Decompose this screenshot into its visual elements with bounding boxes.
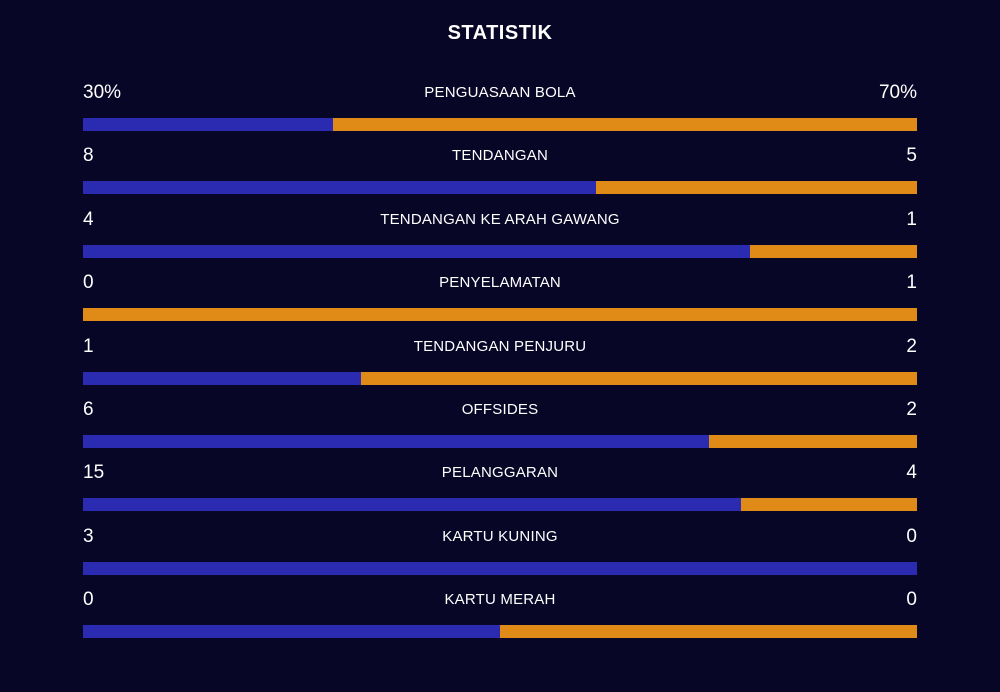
home-bar-fill: [83, 625, 500, 638]
stat-row-red-cards: 0 KARTU MERAH 0: [83, 587, 917, 647]
stat-label: TENDANGAN PENJURU: [413, 338, 587, 355]
home-value: 8: [83, 145, 94, 166]
stat-row-offsides: 6 OFFSIDES 2: [83, 397, 917, 457]
comparison-bar: [83, 181, 917, 194]
stat-label: PELANGGARAN: [441, 464, 559, 481]
away-bar-fill: [741, 498, 917, 511]
home-bar-fill: [83, 562, 917, 575]
comparison-bar: [83, 625, 917, 638]
home-value: 15: [83, 462, 105, 483]
comparison-bar: [83, 372, 917, 385]
stat-label: KARTU KUNING: [442, 528, 558, 545]
stat-row-shots-on-target: 4 TENDANGAN KE ARAH GAWANG 1: [83, 207, 917, 267]
comparison-bar: [83, 308, 917, 321]
stat-row-shots: 8 TENDANGAN 5: [83, 143, 917, 203]
home-value: 3: [83, 526, 94, 547]
stat-row-yellow-cards: 3 KARTU KUNING 0: [83, 524, 917, 584]
away-bar-fill: [333, 118, 917, 131]
away-bar-fill: [709, 435, 917, 448]
away-value: 2: [906, 336, 917, 357]
stat-label: PENGUASAAN BOLA: [424, 84, 576, 101]
stat-label: OFFSIDES: [461, 401, 539, 418]
comparison-bar: [83, 498, 917, 511]
away-bar-fill: [83, 308, 917, 321]
stats-title: STATISTIK: [447, 22, 553, 44]
away-value: 4: [906, 462, 917, 483]
comparison-bar: [83, 245, 917, 258]
away-value: 2: [906, 399, 917, 420]
away-value: 5: [906, 145, 917, 166]
stat-label: KARTU MERAH: [444, 591, 556, 608]
away-bar-fill: [750, 245, 917, 258]
comparison-bar: [83, 435, 917, 448]
stat-label: TENDANGAN: [452, 147, 548, 164]
stat-row-saves: 0 PENYELAMATAN 1: [83, 270, 917, 330]
home-bar-fill: [83, 372, 361, 385]
stat-row-corners: 1 TENDANGAN PENJURU 2: [83, 334, 917, 394]
home-bar-fill: [83, 181, 596, 194]
comparison-bar: [83, 118, 917, 131]
stat-label: PENYELAMATAN: [439, 274, 561, 291]
home-value: 30%: [83, 82, 122, 103]
home-value: 0: [83, 589, 94, 610]
away-bar-fill: [361, 372, 917, 385]
home-bar-fill: [83, 435, 709, 448]
home-value: 6: [83, 399, 94, 420]
stat-row-fouls: 15 PELANGGARAN 4: [83, 460, 917, 520]
away-bar-fill: [596, 181, 917, 194]
away-value: 0: [906, 589, 917, 610]
home-bar-fill: [83, 118, 333, 131]
home-value: 1: [83, 336, 94, 357]
away-value: 1: [906, 209, 917, 230]
away-bar-fill: [500, 625, 917, 638]
home-value: 0: [83, 272, 94, 293]
stat-row-possession: 30% PENGUASAAN BOLA 70%: [83, 80, 917, 140]
away-value: 70%: [878, 82, 917, 103]
home-bar-fill: [83, 245, 750, 258]
home-bar-fill: [83, 498, 741, 511]
home-value: 4: [83, 209, 94, 230]
away-value: 1: [906, 272, 917, 293]
stat-label: TENDANGAN KE ARAH GAWANG: [380, 211, 620, 228]
comparison-bar: [83, 562, 917, 575]
away-value: 0: [906, 526, 917, 547]
